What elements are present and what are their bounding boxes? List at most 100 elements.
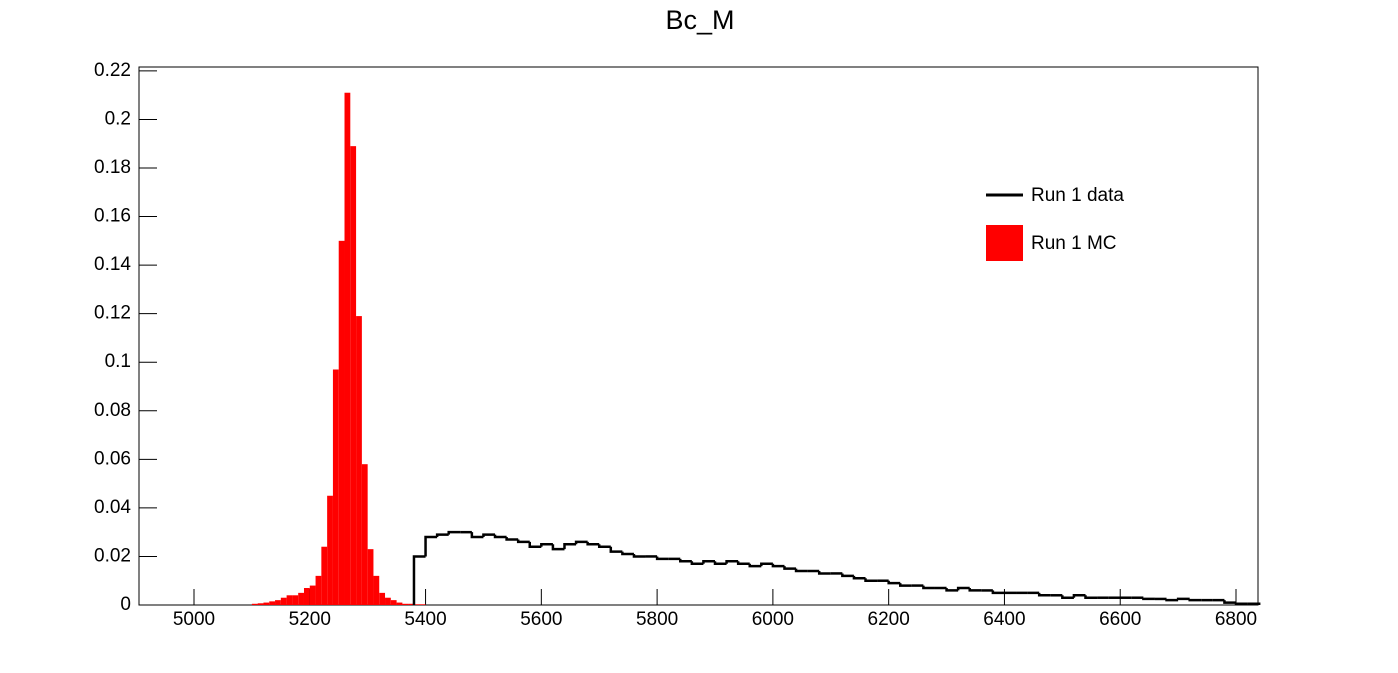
histogram-bar bbox=[315, 575, 322, 605]
legend-swatch bbox=[986, 225, 1023, 261]
histogram-bar bbox=[275, 600, 281, 605]
y-tick-label: 0.08 bbox=[94, 400, 131, 421]
y-tick-label: 0.16 bbox=[94, 206, 131, 227]
plot-frame bbox=[138, 66, 1259, 606]
histogram-step bbox=[991, 590, 1005, 595]
x-tick-label: 5000 bbox=[173, 609, 215, 630]
legend-label: Run 1 data bbox=[1031, 185, 1124, 206]
histogram-bar bbox=[298, 592, 304, 605]
histogram-bar bbox=[338, 240, 345, 605]
histogram-step bbox=[1247, 602, 1261, 606]
histogram-step bbox=[655, 556, 669, 561]
histogram-step bbox=[1037, 592, 1051, 597]
y-tick-label: 0.06 bbox=[94, 448, 131, 469]
histogram-bar bbox=[344, 92, 351, 605]
histogram-step bbox=[1084, 595, 1098, 599]
histogram-step bbox=[482, 533, 496, 538]
histogram-bar bbox=[379, 592, 386, 605]
histogram-bar bbox=[373, 575, 380, 605]
y-tick-label: 0.12 bbox=[94, 303, 131, 324]
histogram-step bbox=[1223, 600, 1236, 604]
histogram-step bbox=[424, 535, 438, 557]
histogram-bar bbox=[257, 603, 264, 605]
y-tick-label: 0.04 bbox=[94, 497, 131, 518]
histogram-step bbox=[817, 571, 831, 575]
histogram-step bbox=[621, 551, 634, 556]
histogram-bar bbox=[361, 464, 368, 605]
histogram-step bbox=[771, 563, 785, 568]
histogram-bar bbox=[251, 603, 258, 605]
histogram-step bbox=[435, 533, 449, 538]
histogram-step bbox=[540, 543, 553, 547]
histogram-step bbox=[713, 561, 727, 565]
histogram-step bbox=[968, 588, 982, 592]
histogram-bar bbox=[402, 603, 409, 605]
histogram-bar bbox=[263, 602, 270, 605]
histogram-bar bbox=[390, 600, 397, 605]
histogram-bar bbox=[356, 316, 362, 605]
y-tick-label: 0.2 bbox=[105, 108, 131, 129]
histogram-step bbox=[470, 532, 484, 539]
histogram-step bbox=[1176, 597, 1190, 601]
histogram-bar bbox=[327, 495, 333, 605]
histogram-step bbox=[922, 585, 935, 590]
histogram-step bbox=[1165, 598, 1179, 602]
histogram-step bbox=[725, 560, 739, 564]
histogram-step bbox=[574, 540, 588, 545]
histogram-step bbox=[690, 561, 704, 565]
histogram-step bbox=[551, 544, 565, 551]
histogram-step bbox=[1188, 598, 1202, 602]
x-tick-label: 5200 bbox=[289, 609, 331, 630]
x-tick-label: 6000 bbox=[752, 609, 794, 630]
histogram-bar bbox=[321, 546, 328, 605]
histogram-step bbox=[632, 554, 646, 558]
x-tick-label: 6600 bbox=[1099, 609, 1141, 630]
chart-title: Bc_M bbox=[665, 5, 734, 35]
histogram-step bbox=[1234, 602, 1248, 606]
histogram-step bbox=[516, 539, 530, 544]
histogram-bar bbox=[385, 597, 391, 605]
histogram-step bbox=[783, 566, 797, 570]
histogram-bar bbox=[309, 585, 316, 605]
histogram-step bbox=[679, 558, 692, 563]
y-tick-label: 0.1 bbox=[105, 351, 131, 372]
histogram-step bbox=[956, 586, 970, 591]
y-tick-label: 0 bbox=[120, 594, 131, 615]
histogram-step bbox=[609, 546, 623, 553]
histogram-step bbox=[563, 543, 577, 550]
histogram-step bbox=[852, 575, 866, 580]
y-tick-label: 0.22 bbox=[94, 60, 131, 81]
histogram-step bbox=[412, 555, 426, 605]
histogram-step bbox=[748, 563, 762, 568]
histogram-bar bbox=[396, 602, 403, 605]
histogram-bar bbox=[419, 604, 426, 605]
histogram-step bbox=[493, 534, 507, 539]
histogram-bar bbox=[332, 369, 339, 605]
histogram-bar bbox=[286, 595, 293, 605]
histogram-step bbox=[887, 580, 901, 585]
histogram-step bbox=[760, 562, 773, 567]
histogram-bar bbox=[367, 549, 374, 605]
histogram-step bbox=[1142, 597, 1155, 601]
x-tick-label: 6200 bbox=[868, 609, 910, 630]
histogram-bar bbox=[280, 597, 287, 605]
histogram-step bbox=[702, 560, 715, 564]
y-tick-label: 0.02 bbox=[94, 545, 131, 566]
histogram-bar bbox=[413, 604, 420, 605]
x-tick-label: 5600 bbox=[520, 609, 562, 630]
legend-label: Run 1 MC bbox=[1031, 233, 1117, 254]
histogram-bar bbox=[303, 588, 310, 605]
histogram-step bbox=[528, 541, 542, 548]
histogram-step bbox=[1061, 595, 1074, 599]
histogram-step bbox=[586, 541, 600, 546]
histogram-bar bbox=[269, 601, 276, 605]
histogram-bar bbox=[408, 603, 414, 605]
x-tick-label: 5400 bbox=[404, 609, 446, 630]
histogram-bar bbox=[292, 595, 299, 605]
histogram-step bbox=[597, 544, 611, 548]
histogram-step bbox=[864, 578, 878, 582]
histogram-step bbox=[447, 530, 461, 535]
histogram-step bbox=[1072, 594, 1086, 598]
